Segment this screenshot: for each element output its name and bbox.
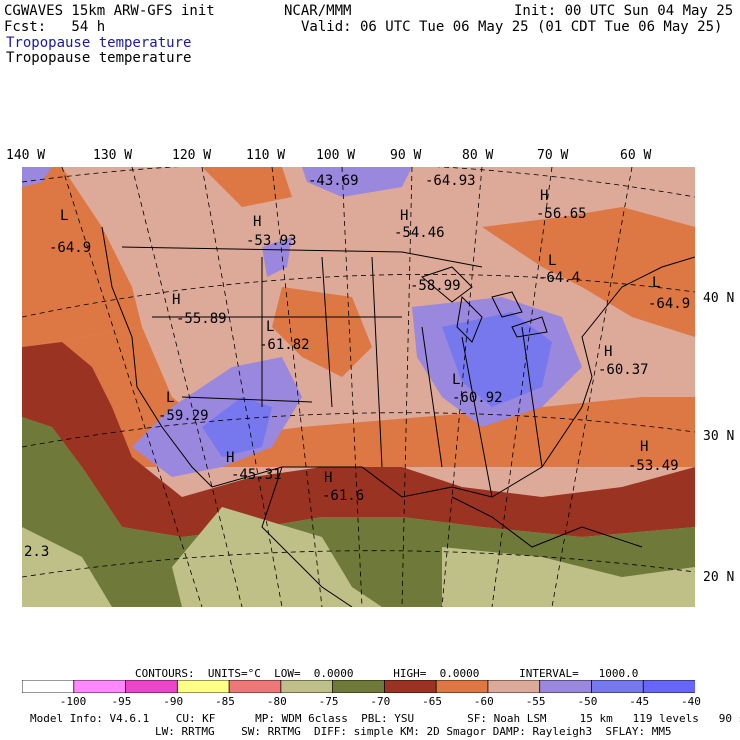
color-bar-tick-label: -55 [525,695,546,708]
color-bar-swatch [280,680,334,693]
lon-label: 110 W [246,148,286,163]
color-bar-swatch [22,680,75,693]
color-bar-tick-label: -50 [577,695,598,708]
extremum-value: -61.82 [259,337,310,353]
field-region-blue [302,167,412,197]
extremum-value: -58.99 [410,278,461,294]
extremum-type: L [60,208,69,224]
org-label: NCAR/MMM [284,3,352,19]
color-bar-tick-label: -45 [629,695,650,708]
field-region-orange [22,167,142,347]
field-region-khaki [172,507,382,607]
extremum-value: -60.92 [452,390,503,406]
field-region-blue [262,237,292,277]
color-bar-tick-label: -90 [163,695,184,708]
extremum-type: L [548,253,557,269]
extremum-value: -64.4 [538,270,581,286]
color-bar-swatch [539,680,593,693]
field-region-blue [202,397,272,457]
color-bar-tick-label: -100 [59,695,87,708]
lat-label: 20 N [703,570,735,585]
color-bar-swatch [435,680,489,693]
extremum-type: H [226,450,235,466]
extremum-value: -54.46 [394,225,445,241]
color-bar-swatch [591,680,645,693]
field-region-blue [22,167,52,187]
extremum-type: L [266,319,275,335]
extremum-type: H [640,439,649,455]
lon-label: 90 W [390,148,422,163]
coastlines [101,226,695,607]
model-info-line1: Model Info: V4.6.1 CU: KF MP: WDM 6class… [30,712,740,725]
extremum-value: 2.3 [24,544,50,560]
color-bar-tick-label: -95 [111,695,132,708]
field-region-red [22,342,695,537]
color-bar-tick-label: -70 [370,695,391,708]
color-bar-swatch [383,680,438,693]
extremum-type: H [324,470,333,486]
color-bar-swatch [73,680,127,693]
extremum-value: -45.31 [231,467,282,483]
color-bar-tick-label: -85 [215,695,235,708]
field-region-orange [482,207,695,337]
extremum-value: -56.65 [536,206,587,222]
extremum-value: -55.89 [176,311,227,327]
color-bar-tick-label: -80 [266,695,287,708]
field-region-khaki [442,547,695,607]
lon-label: 70 W [537,148,569,163]
tropopause-temperature-map [22,167,695,607]
lon-label: 100 W [316,148,356,163]
lat-label: 40 N [703,291,735,306]
extremum-type: L [652,275,661,291]
extremum-value: -53.93 [246,233,297,249]
great-lakes [420,266,548,343]
color-bar-swatch [642,680,695,693]
extremum-value: -64.9 [648,296,691,312]
color-bar-tick-label: -40 [681,695,701,708]
color-bar-swatch [332,680,386,693]
init-time: Init: 00 UTC Sun 04 May 25 [514,3,734,19]
lon-label: 80 W [462,148,494,163]
extremum-type: L [166,390,175,406]
field-title-1: Tropopause temperature [6,35,192,51]
extremum-type: H [540,188,549,204]
extremum-type: L [452,372,461,388]
extremum-value: -53.49 [628,458,679,474]
color-bar-swatch [487,680,541,693]
field-title-2: Tropopause temperature [6,50,192,66]
field-region-khaki [22,527,112,607]
model-info-line2: LW: RRTMG SW: RRTMG DIFF: simple KM: 2D … [155,725,672,738]
model-title: CGWAVES 15km ARW-GFS init [4,3,215,19]
color-bar-swatch [125,680,179,693]
valid-time: Valid: 06 UTC Tue 06 May 25 (01 CDT Tue … [301,19,723,35]
color-bar-swatch [228,680,282,693]
extremum-type: H [604,344,613,360]
color-bar-tick-label: -60 [473,695,494,708]
extremum-value: -60.37 [598,362,649,378]
extremum-value: -43.69 [308,173,359,189]
extremum-type: H [172,292,181,308]
extremum-value: -59.29 [158,408,209,424]
field-region-orange [272,287,372,377]
color-bar [22,680,695,693]
lon-label: 120 W [172,148,212,163]
color-bar-tick-label: -75 [318,695,339,708]
extremum-type: H [400,208,409,224]
color-bar-tick-label: °C [739,695,740,708]
extremum-value: -64.9 [49,240,92,256]
color-bar-swatch [176,680,230,693]
extremum-value: -61.6 [322,488,365,504]
color-bar-tick-label: -65 [422,695,443,708]
contours-info: CONTOURS: UNITS=°C LOW= 0.0000 HIGH= 0.0… [135,667,639,680]
lat-label: 30 N [703,429,735,444]
field-region-orange [202,167,292,207]
lon-label: 130 W [93,148,133,163]
lon-label: 140 W [6,148,46,163]
extremum-type: H [253,214,262,230]
extremum-value: -64.93 [425,173,476,189]
forecast-hour: Fcst: 54 h [4,19,106,35]
lon-label: 60 W [620,148,652,163]
